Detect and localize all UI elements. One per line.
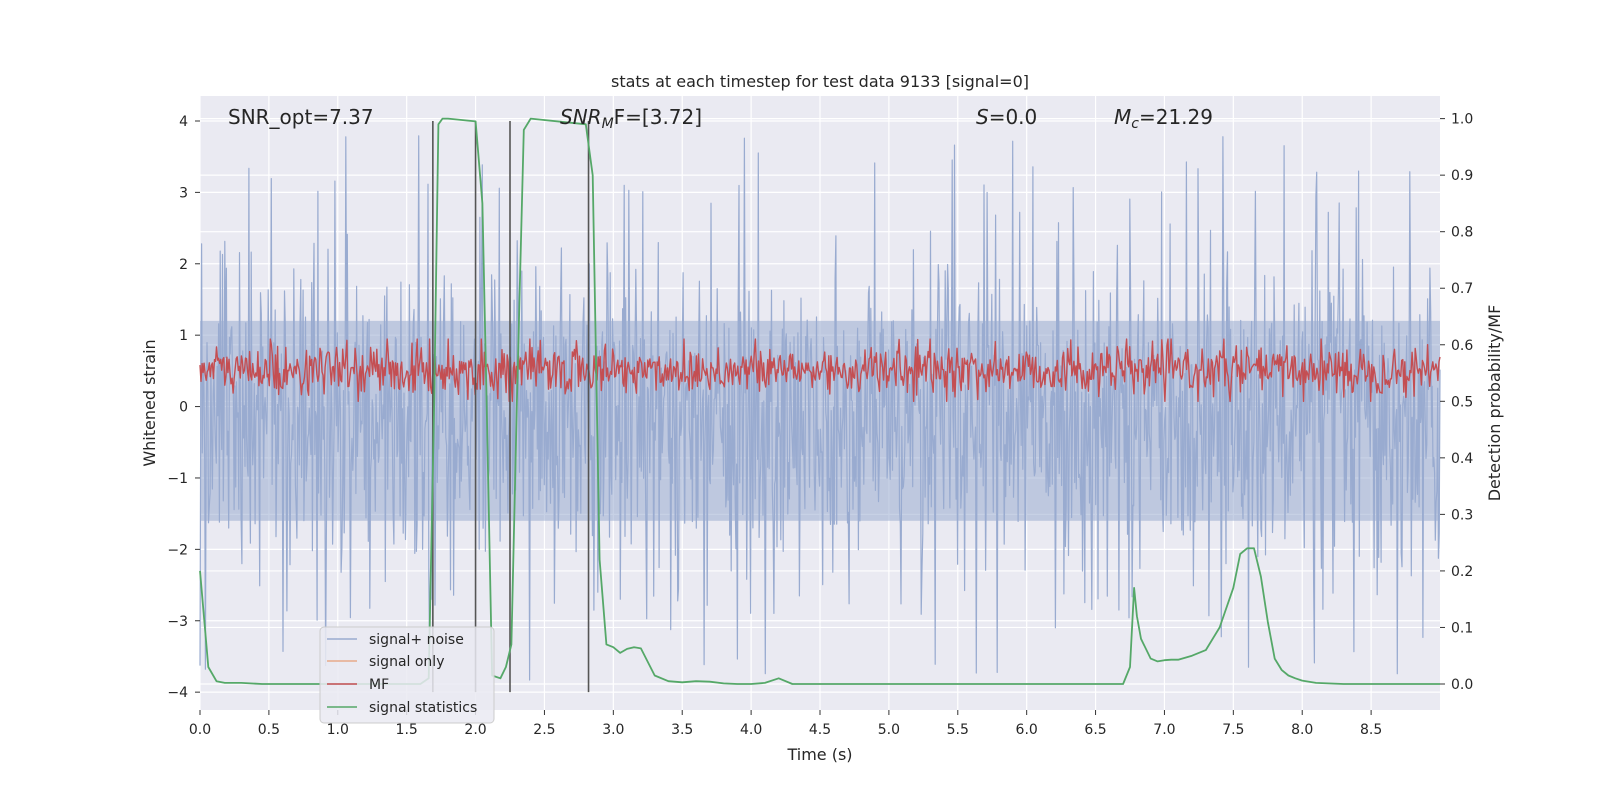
annotation-mc: Mc=21.29 [1114,105,1213,132]
y-tick-label: 3 [179,185,188,201]
y2-axis-label: Detection probability/MF [1485,305,1504,502]
signal-statistics-line [199,117,1440,685]
y2-tick-label: 0.2 [1451,564,1473,580]
x-tick-label: 6.0 [1016,722,1038,738]
x-tick-label: 4.5 [809,722,831,738]
y2-tick-label: 0.0 [1451,677,1473,693]
annotation-s: S=0.0 [976,105,1037,129]
x-ticks: 0.0 0.5 1.0 1.5 2.0 2.5 3.0 3.5 4.0 4.5 5.0 5.5 6.0 6… [189,710,1382,738]
s-name: S [976,105,989,129]
x-tick-label: 5.0 [878,722,900,738]
y-tick-label: −2 [167,542,188,558]
y2-tick-label: 1.0 [1451,112,1473,128]
y2-tick-label: 0.1 [1451,620,1473,636]
y2-tick-label: 0.3 [1451,507,1473,523]
x-tick-label: 1.5 [396,722,418,738]
y-tick-label: 4 [179,114,188,130]
y-tick-label: 0 [179,400,188,416]
x-tick-label: 2.5 [533,722,555,738]
x-tick-label: 7.5 [1222,722,1244,738]
y2-tick-label: 0.8 [1451,225,1473,241]
mf-line [199,338,1441,402]
y-ticks: 4 3 2 1 0 −1 −2 −3 −4 [167,114,200,701]
x-tick-label: 0.0 [189,722,211,738]
legend-box [319,626,495,724]
y2-tick-label: 0.7 [1451,281,1473,297]
mc-name: M [1114,105,1131,129]
signal-plus-noise-line [199,135,1441,681]
snr-mf-value: F=[3.72] [614,105,702,129]
legend-label-signal-noise: signal+ noise [369,632,464,648]
y2-ticks: 1.0 0.9 0.8 0.7 0.6 0.5 0.4 0.3 0.2 0.1 0.0 [1440,112,1473,693]
x-tick-label: 8.0 [1291,722,1313,738]
legend-label-signal-statistics: signal statistics [369,700,477,716]
x-tick-label: 3.0 [602,722,624,738]
x-tick-label: 7.0 [1153,722,1175,738]
y-tick-label: 2 [179,257,188,273]
legend-label-mf: MF [369,677,389,693]
y2-tick-label: 0.9 [1451,168,1473,184]
x-tick-label: 2.0 [464,722,486,738]
y-axis-label: Whitened strain [140,339,159,466]
y2-tick-label: 0.4 [1451,451,1473,467]
x-tick-label: 0.5 [258,722,280,738]
legend: signal+ noise signal only MF signal stat… [319,626,495,724]
x-tick-label: 1.0 [327,722,349,738]
annotation-snr-opt: SNR_opt=7.37 [228,105,374,129]
mc-subscript: c [1131,116,1139,132]
x-tick-label: 6.5 [1084,722,1106,738]
x-axis-label: Time (s) [786,745,852,764]
y-tick-label: −4 [167,685,188,701]
s-value: =0.0 [989,105,1038,129]
y2-tick-label: 0.6 [1451,338,1473,354]
y-tick-label: −3 [167,614,188,630]
snr-mf-name: SNR [560,105,602,129]
chart-title: stats at each timestep for test data 913… [611,72,1029,91]
y-tick-label: 1 [179,328,188,344]
series-mf [199,338,1441,402]
marker-lines [432,120,590,693]
series-signal-plus-noise [199,135,1441,681]
x-tick-label: 4.0 [740,722,762,738]
mc-value: =21.29 [1139,105,1213,129]
legend-label-signal-only: signal only [369,654,444,670]
annotation-snr-mf: SNRMF=[3.72] [560,105,702,132]
y-tick-label: −1 [167,471,188,487]
snr-mf-subscript: M [602,116,614,132]
x-tick-label: 8.5 [1360,722,1382,738]
x-tick-label: 3.5 [671,722,693,738]
series-signal-statistics [199,117,1440,685]
x-tick-label: 5.5 [947,722,969,738]
y2-tick-label: 0.5 [1451,394,1473,410]
